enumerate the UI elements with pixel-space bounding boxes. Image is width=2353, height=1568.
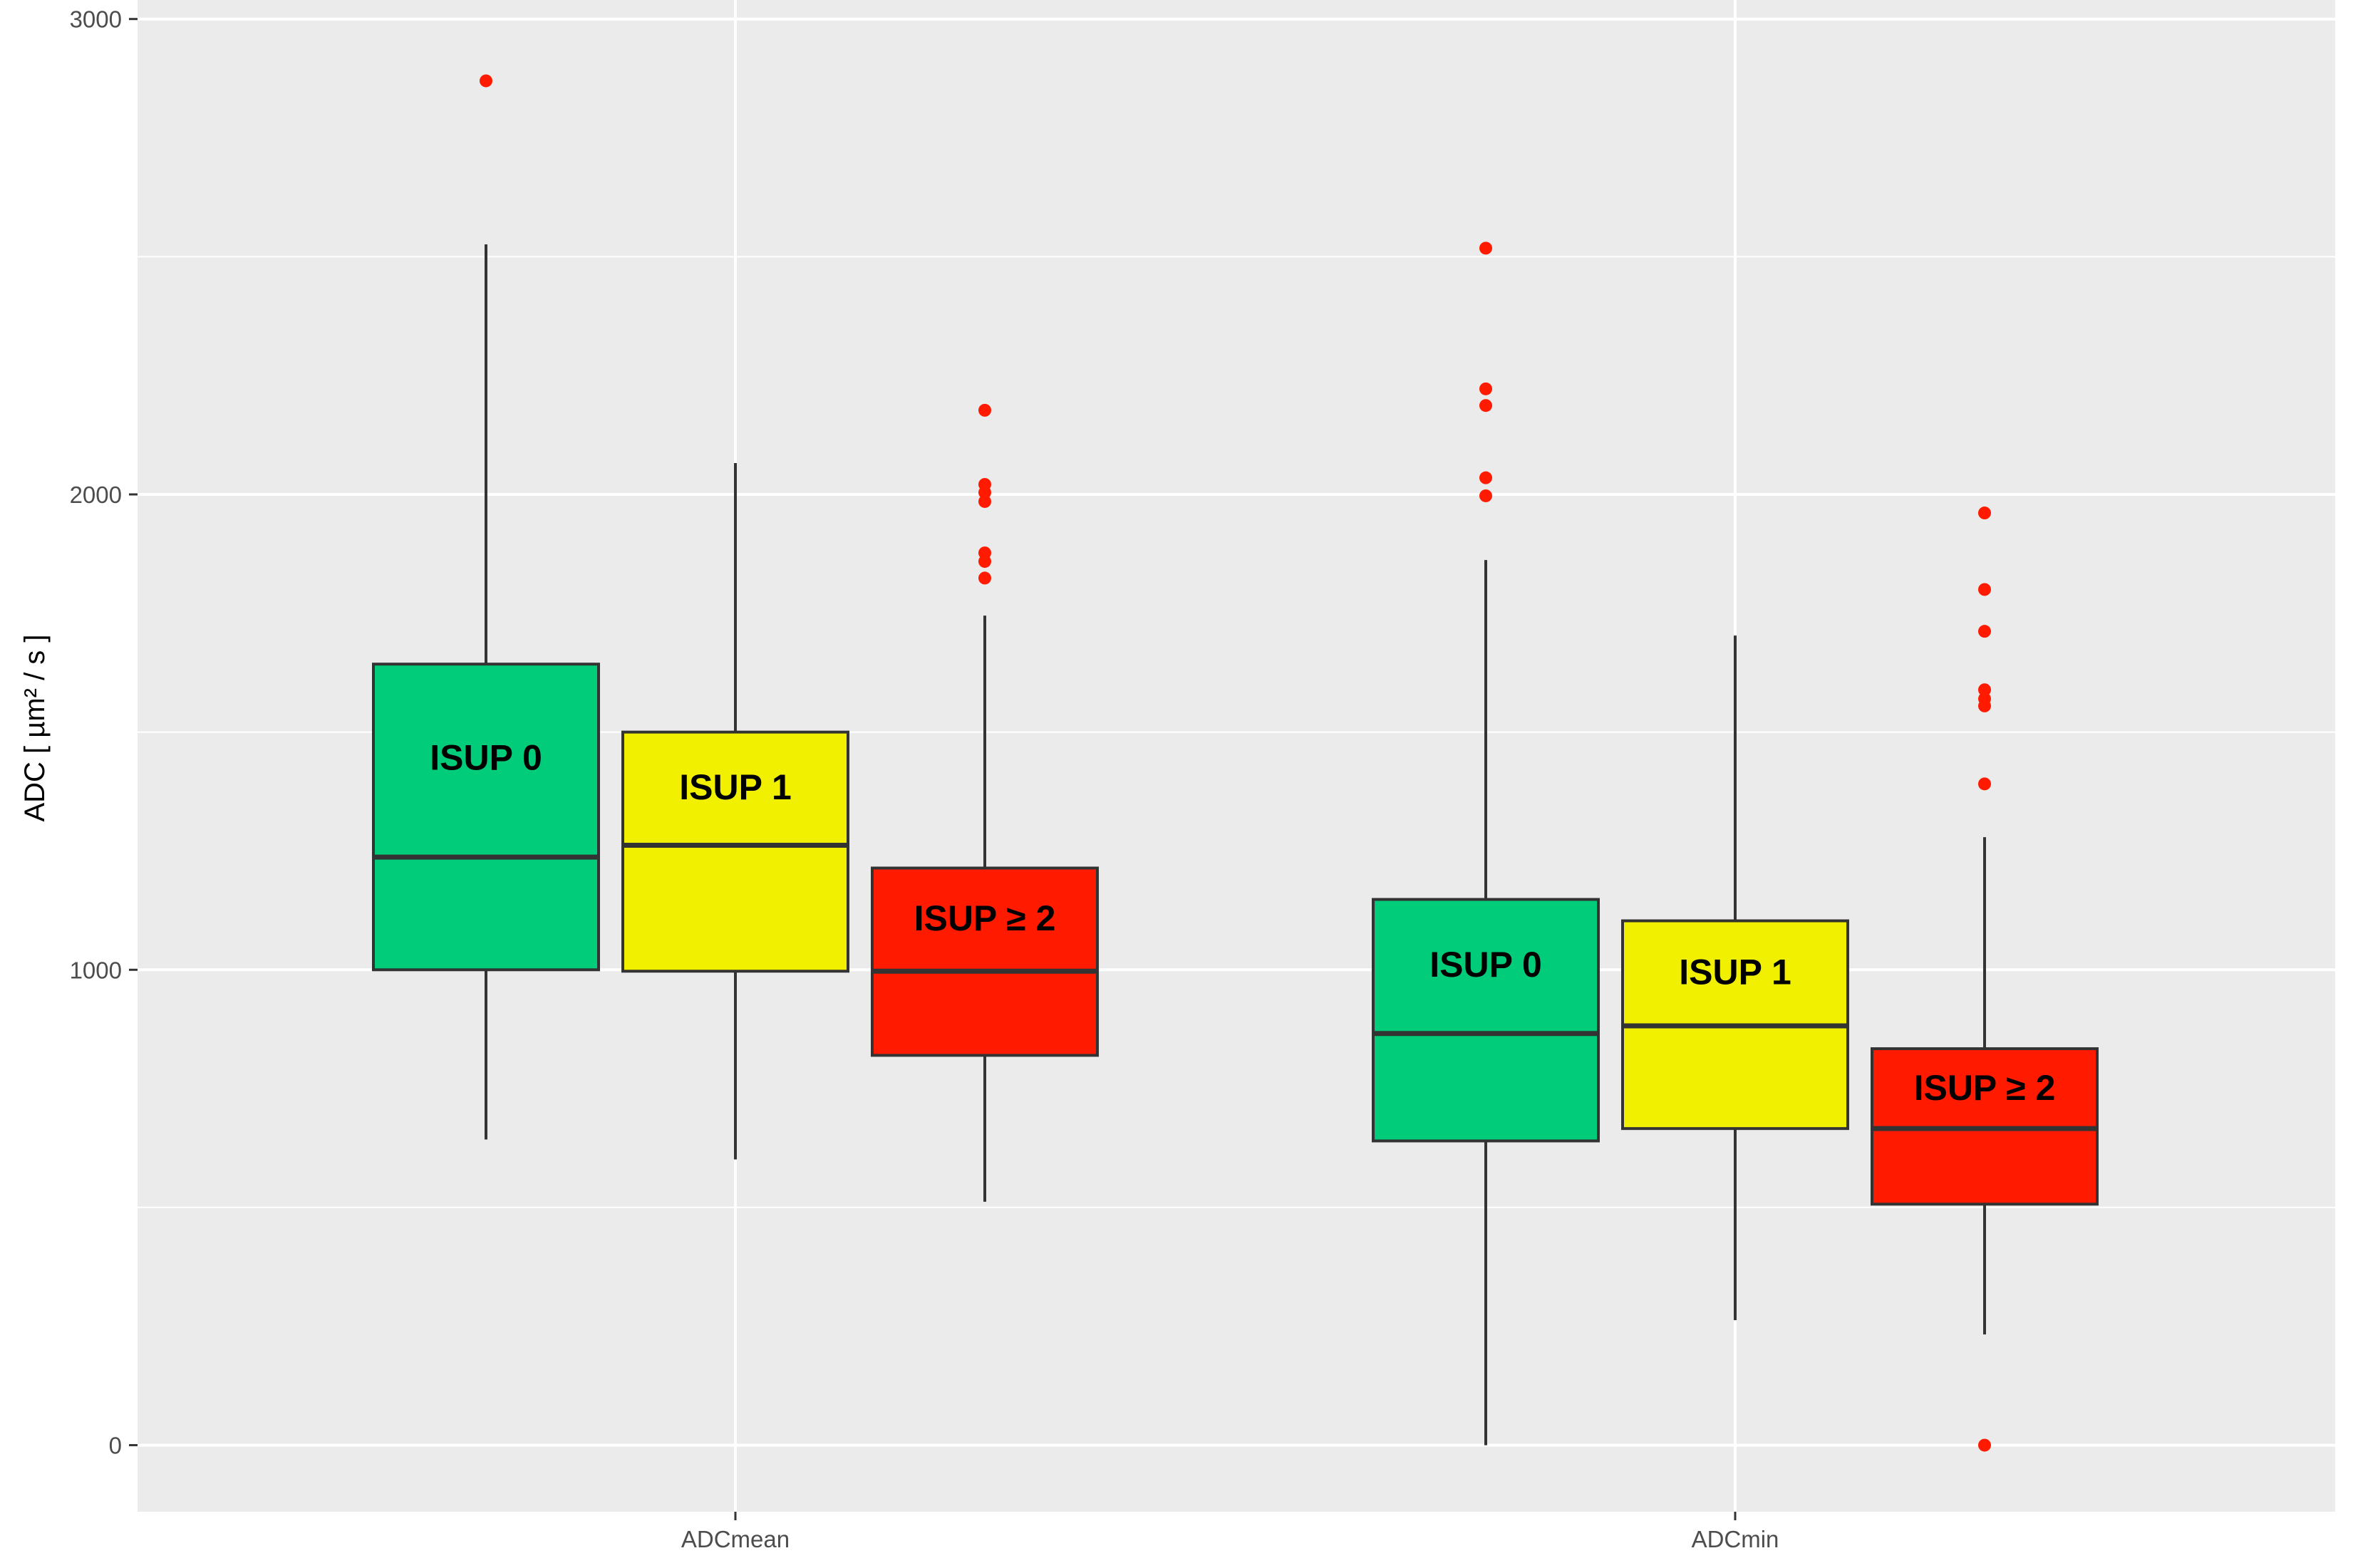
y-tick-label: 1000 bbox=[70, 957, 122, 983]
y-tick-label: 3000 bbox=[70, 6, 122, 33]
box-label: ISUP ≥ 2 bbox=[914, 898, 1056, 938]
box-adcmean-series-1: ISUP 1 bbox=[621, 462, 849, 1160]
y-tick-label: 2000 bbox=[70, 482, 122, 508]
box-iqr bbox=[1372, 898, 1600, 1143]
outlier-point bbox=[1479, 399, 1492, 412]
outlier-point bbox=[1479, 489, 1492, 502]
outlier-point bbox=[1978, 507, 1991, 520]
outlier-point bbox=[1978, 699, 1991, 712]
outlier-point bbox=[978, 571, 991, 585]
x-tick-label: ADCmean bbox=[681, 1526, 790, 1552]
box-adcmean-series-0: ISUP 0 bbox=[372, 74, 600, 1140]
box-label: ISUP 1 bbox=[1679, 952, 1791, 992]
outlier-point bbox=[1479, 242, 1492, 255]
outlier-point bbox=[1479, 382, 1492, 395]
box-iqr bbox=[871, 866, 1099, 1057]
outlier-point bbox=[1978, 683, 1991, 697]
box-groups: ISUP 0 ISUP 0 ISUP 1 ISUP 1 ISUP ≥ 2 ISUP ≥ 2 bbox=[372, 74, 2099, 1452]
box-iqr bbox=[621, 730, 849, 973]
outlier-point bbox=[978, 486, 991, 499]
box-label: ISUP 0 bbox=[430, 737, 542, 777]
outlier-point bbox=[978, 555, 991, 568]
x-axis: ADCmean ADCmin bbox=[681, 1512, 1779, 1552]
box-label: ISUP 0 bbox=[1429, 945, 1542, 985]
outlier-point bbox=[1978, 625, 1991, 638]
outlier-point bbox=[978, 403, 991, 417]
outlier-point bbox=[480, 74, 492, 88]
outlier-point bbox=[1479, 471, 1492, 484]
y-axis-title: ADC [ µm² / s ] bbox=[19, 634, 51, 821]
box-adcmin-series-2: ISUP ≥ 2 bbox=[1871, 507, 2099, 1452]
outlier-point bbox=[1978, 583, 1991, 596]
box-label: ISUP 1 bbox=[679, 767, 792, 807]
grid-lines bbox=[138, 0, 2335, 1512]
box-label: ISUP ≥ 2 bbox=[1914, 1068, 2056, 1108]
x-tick-label: ADCmin bbox=[1692, 1526, 1779, 1552]
box-adcmin-series-1: ISUP 1 bbox=[1621, 635, 1849, 1321]
y-axis: 0 1000 2000 3000 bbox=[70, 6, 138, 1459]
box-iqr bbox=[372, 663, 600, 972]
outlier-point bbox=[1978, 1438, 1991, 1452]
outlier-point bbox=[978, 494, 991, 508]
box-adcmin-series-0: ISUP 0 bbox=[1372, 242, 1600, 1445]
outlier-point bbox=[1978, 777, 1991, 791]
box-adcmean-series-2: ISUP ≥ 2 bbox=[871, 403, 1099, 1202]
y-tick-label: 0 bbox=[109, 1433, 122, 1459]
